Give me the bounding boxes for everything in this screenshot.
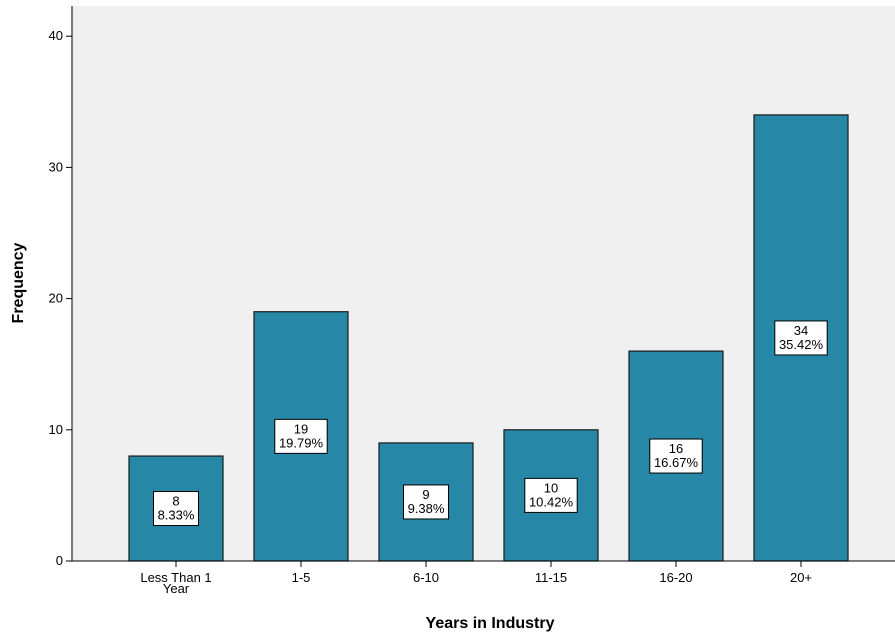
y-ticks-group: 0 10 20 30 40 [49,28,72,568]
y-tick-label: 10 [49,422,63,437]
y-tick-label: 0 [56,553,63,568]
y-tick-label: 30 [49,159,63,174]
x-tick-label: Less Than 1 Year [140,570,211,596]
data-label-percent: 19.79% [279,435,324,450]
data-label-count: 10 [544,480,558,495]
data-label-count: 34 [794,323,808,338]
data-label-count: 8 [172,494,179,509]
x-tick-label: 20+ [790,570,812,585]
data-label-box [774,320,828,356]
data-label-box [649,438,703,474]
data-label-box [274,418,328,454]
data-label-count: 16 [669,441,683,456]
data-label: 99.38% [403,484,449,520]
y-axis-title: Frequency [10,242,27,323]
data-label-percent: 35.42% [779,337,824,352]
x-axis-title: Years in Industry [426,615,555,632]
data-label-box [403,484,449,520]
x-tick-label: 11-15 [535,570,567,585]
data-label-percent: 9.38% [408,501,445,516]
data-label: 88.33% [153,491,199,527]
y-tick-label: 40 [49,28,63,43]
x-tick-label: 1-5 [292,570,311,585]
data-label-box [153,491,199,527]
data-label-percent: 8.33% [158,508,195,523]
x-ticks-group: Less Than 1 Year 1-5 6-10 11-15 16-20 20+ [140,561,812,596]
data-label-percent: 10.42% [529,494,574,509]
data-label-count: 9 [422,487,429,502]
data-label-percent: 16.67% [654,455,699,470]
data-label-box [524,477,578,513]
data-label-count: 19 [294,421,308,436]
x-tick-label: 6-10 [413,570,439,585]
x-tick-label: 16-20 [659,570,692,585]
y-tick-label: 20 [49,291,63,306]
